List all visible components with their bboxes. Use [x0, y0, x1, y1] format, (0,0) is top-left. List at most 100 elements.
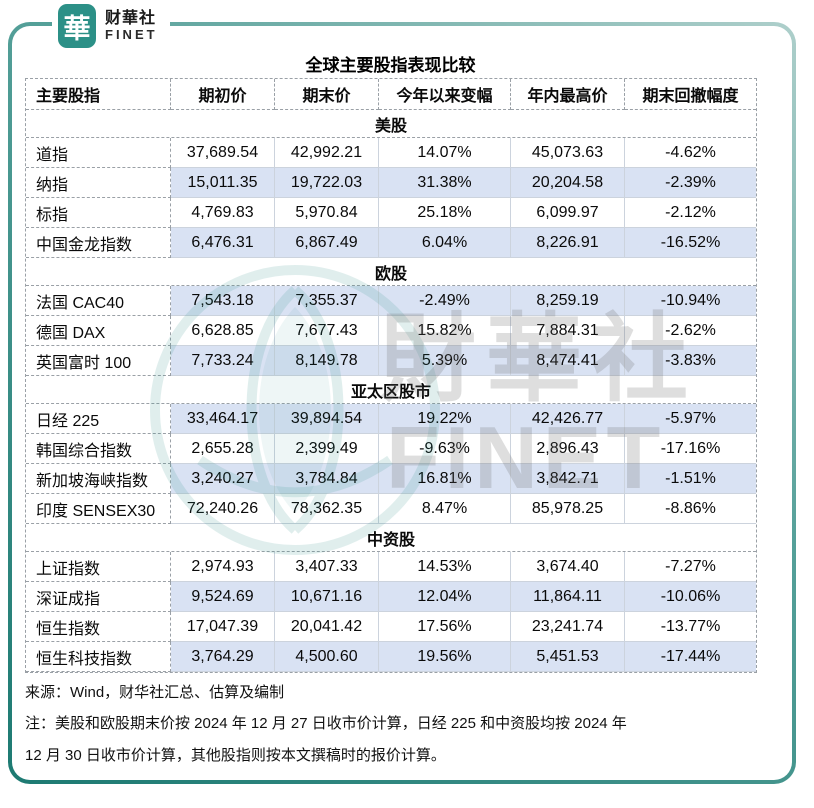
index-value: 19,722.03: [275, 168, 379, 198]
index-value: 31.38%: [379, 168, 511, 198]
index-name: 印度 SENSEX30: [26, 494, 171, 524]
column-header-5: 年内最高价: [511, 79, 625, 110]
index-name: 日经 225: [26, 404, 171, 434]
index-value: -7.27%: [625, 552, 756, 582]
index-value: 85,978.25: [511, 494, 625, 524]
index-value: 3,674.40: [511, 552, 625, 582]
index-table: 主要股指 期初价 期末价 今年以来变幅 年内最高价 期末回撤幅度 美股 道指 37,689.54…: [25, 78, 757, 673]
section-header: 亚太区股市: [26, 376, 756, 404]
finet-logo: 華 财華社 FINET: [52, 0, 170, 52]
index-value: 16.81%: [379, 464, 511, 494]
index-name: 法国 CAC40: [26, 286, 171, 316]
index-value: 17.56%: [379, 612, 511, 642]
index-value: -10.94%: [625, 286, 756, 316]
index-value: 7,543.18: [171, 286, 275, 316]
index-value: 9,524.69: [171, 582, 275, 612]
column-header-1: 主要股指: [26, 79, 171, 110]
footnote-line2: 12 月 30 日收市价计算，其他股指则按本文撰稿时的报价计算。: [25, 747, 446, 764]
index-value: 3,842.71: [511, 464, 625, 494]
index-value: -1.51%: [625, 464, 756, 494]
index-value: 8,149.78: [275, 346, 379, 376]
index-value: 8,226.91: [511, 228, 625, 258]
section-header: 美股: [26, 110, 756, 138]
index-name: 标指: [26, 198, 171, 228]
index-value: 10,671.16: [275, 582, 379, 612]
index-value: 2,655.28: [171, 434, 275, 464]
index-value: 3,784.84: [275, 464, 379, 494]
logo-name-en: FINET: [105, 26, 158, 42]
index-value: -2.39%: [625, 168, 756, 198]
index-value: 45,073.63: [511, 138, 625, 168]
index-value: 7,733.24: [171, 346, 275, 376]
index-value: 20,204.58: [511, 168, 625, 198]
index-value: 37,689.54: [171, 138, 275, 168]
index-value: -4.62%: [625, 138, 756, 168]
finet-logo-text: 财華社 FINET: [105, 10, 158, 42]
index-value: 78,362.35: [275, 494, 379, 524]
index-value: 42,992.21: [275, 138, 379, 168]
index-value: 4,500.60: [275, 642, 379, 672]
column-header-2: 期初价: [171, 79, 275, 110]
index-value: 8,474.41: [511, 346, 625, 376]
index-name: 恒生科技指数: [26, 642, 171, 672]
index-value: 14.07%: [379, 138, 511, 168]
index-value: 2,974.93: [171, 552, 275, 582]
index-value: 72,240.26: [171, 494, 275, 524]
index-value: 6,099.97: [511, 198, 625, 228]
index-value: 3,407.33: [275, 552, 379, 582]
index-value: 3,764.29: [171, 642, 275, 672]
index-value: 6,628.85: [171, 316, 275, 346]
index-value: 20,041.42: [275, 612, 379, 642]
table-title: 全球主要股指表现比较: [305, 56, 476, 75]
column-header-3: 期末价: [275, 79, 379, 110]
index-value: -8.86%: [625, 494, 756, 524]
index-value: 3,240.27: [171, 464, 275, 494]
section-header: 欧股: [26, 258, 756, 286]
index-value: 2,399.49: [275, 434, 379, 464]
index-value: 7,355.37: [275, 286, 379, 316]
index-value: 15.82%: [379, 316, 511, 346]
index-name: 恒生指数: [26, 612, 171, 642]
index-value: 39,894.54: [275, 404, 379, 434]
index-value: 14.53%: [379, 552, 511, 582]
index-value: 23,241.74: [511, 612, 625, 642]
index-value: 33,464.17: [171, 404, 275, 434]
index-value: -3.83%: [625, 346, 756, 376]
column-header-6: 期末回撤幅度: [625, 79, 756, 110]
finet-logo-icon: 華: [58, 4, 96, 48]
index-name: 深证成指: [26, 582, 171, 612]
index-value: 6,867.49: [275, 228, 379, 258]
index-value: 8.47%: [379, 494, 511, 524]
index-value: 12.04%: [379, 582, 511, 612]
index-name: 新加坡海峡指数: [26, 464, 171, 494]
index-value: -5.97%: [625, 404, 756, 434]
index-value: 4,769.83: [171, 198, 275, 228]
index-value: 2,896.43: [511, 434, 625, 464]
index-value: 11,864.11: [511, 582, 625, 612]
index-value: 42,426.77: [511, 404, 625, 434]
index-name: 上证指数: [26, 552, 171, 582]
index-value: 5.39%: [379, 346, 511, 376]
index-value: 5,451.53: [511, 642, 625, 672]
index-name: 道指: [26, 138, 171, 168]
index-value: 6,476.31: [171, 228, 275, 258]
column-header-4: 今年以来变幅: [379, 79, 511, 110]
index-name: 中国金龙指数: [26, 228, 171, 258]
index-value: -16.52%: [625, 228, 756, 258]
index-value: -2.62%: [625, 316, 756, 346]
footnote-line1: 注：美股和欧股期末价按 2024 年 12 月 27 日收市价计算，日经 225…: [25, 715, 627, 732]
index-value: 7,677.43: [275, 316, 379, 346]
index-name: 德国 DAX: [26, 316, 171, 346]
index-value: 19.56%: [379, 642, 511, 672]
index-value: -17.16%: [625, 434, 756, 464]
index-value: -13.77%: [625, 612, 756, 642]
source-note: 来源：Wind，财华社汇总、估算及编制: [25, 684, 285, 701]
index-value: 25.18%: [379, 198, 511, 228]
index-name: 韩国综合指数: [26, 434, 171, 464]
index-value: -2.12%: [625, 198, 756, 228]
index-value: 5,970.84: [275, 198, 379, 228]
index-value: -10.06%: [625, 582, 756, 612]
index-name: 英国富时 100: [26, 346, 171, 376]
index-value: 17,047.39: [171, 612, 275, 642]
index-value: -2.49%: [379, 286, 511, 316]
